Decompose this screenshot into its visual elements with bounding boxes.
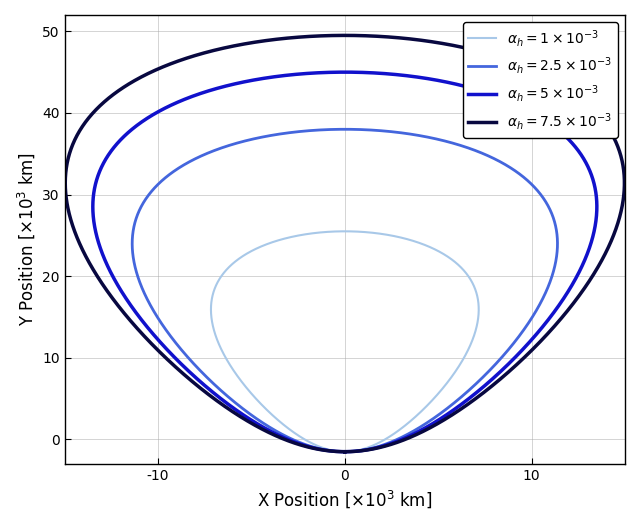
$\alpha_h = 7.5 \times 10^{-3}$ [341, 448, 349, 455]
$\alpha_h = 7.5 \times 10^{-3}$ [341, 448, 349, 455]
Line: $\alpha_h = 5 \times 10^{-3}$: $\alpha_h = 5 \times 10^{-3}$ [93, 72, 597, 452]
X-axis label: X Position [$\times 10^3$ km]: X Position [$\times 10^3$ km] [257, 488, 433, 510]
$\alpha_h = 7.5 \times 10^{-3}$ [310, 445, 317, 452]
$\alpha_h = 2.5 \times 10^{-3}$ [341, 126, 349, 132]
$\alpha_h = 5 \times 10^{-3}$ [341, 448, 349, 455]
$\alpha_h = 1 \times 10^{-3}$ [368, 443, 376, 449]
$\alpha_h = 2.5 \times 10^{-3}$ [161, 326, 169, 332]
$\alpha_h = 5 \times 10^{-3}$ [342, 69, 349, 75]
$\alpha_h = 1 \times 10^{-3}$ [326, 447, 333, 453]
$\alpha_h = 1 \times 10^{-3}$ [341, 448, 349, 455]
$\alpha_h = 7.5 \times 10^{-3}$ [104, 289, 112, 296]
Line: $\alpha_h = 7.5 \times 10^{-3}$: $\alpha_h = 7.5 \times 10^{-3}$ [65, 35, 625, 452]
$\alpha_h = 5 \times 10^{-3}$ [391, 439, 399, 445]
$\alpha_h = 5 \times 10^{-3}$ [369, 70, 376, 76]
Line: $\alpha_h = 2.5 \times 10^{-3}$: $\alpha_h = 2.5 \times 10^{-3}$ [132, 129, 557, 452]
$\alpha_h = 2.5 \times 10^{-3}$ [383, 440, 391, 447]
$\alpha_h = 7.5 \times 10^{-3}$ [372, 33, 380, 39]
$\alpha_h = 7.5 \times 10^{-3}$ [397, 438, 404, 444]
$\alpha_h = 2.5 \times 10^{-3}$ [341, 448, 349, 455]
$\alpha_h = 5 \times 10^{-3}$ [421, 75, 429, 81]
$\alpha_h = 5 \times 10^{-3}$ [341, 448, 349, 455]
$\alpha_h = 2.5 \times 10^{-3}$ [341, 448, 349, 455]
$\alpha_h = 5 \times 10^{-3}$ [312, 445, 320, 452]
$\alpha_h = 1 \times 10^{-3}$ [356, 228, 364, 235]
$\alpha_h = 7.5 \times 10^{-3}$ [342, 32, 349, 38]
$\alpha_h = 1 \times 10^{-3}$ [228, 364, 236, 371]
$\alpha_h = 2.5 \times 10^{-3}$ [408, 131, 416, 138]
$\alpha_h = 1 \times 10^{-3}$ [326, 447, 334, 453]
$\alpha_h = 1 \times 10^{-3}$ [383, 232, 391, 238]
Y-axis label: Y Position [$\times 10^3$ km]: Y Position [$\times 10^3$ km] [15, 153, 36, 327]
$\alpha_h = 7.5 \times 10^{-3}$ [430, 39, 438, 45]
Line: $\alpha_h = 1 \times 10^{-3}$: $\alpha_h = 1 \times 10^{-3}$ [211, 232, 479, 452]
$\alpha_h = 2.5 \times 10^{-3}$ [317, 446, 325, 452]
$\alpha_h = 1 \times 10^{-3}$ [341, 228, 349, 235]
Legend: $\alpha_h = 1 \times 10^{-3}$, $\alpha_h = 2.5 \times 10^{-3}$, $\alpha_h = 5 \t: $\alpha_h = 1 \times 10^{-3}$, $\alpha_h… [463, 22, 618, 138]
$\alpha_h = 5 \times 10^{-3}$ [313, 446, 321, 452]
$\alpha_h = 5 \times 10^{-3}$ [128, 303, 136, 310]
$\alpha_h = 7.5 \times 10^{-3}$ [310, 445, 317, 452]
$\alpha_h = 1 \times 10^{-3}$ [341, 448, 349, 455]
$\alpha_h = 2.5 \times 10^{-3}$ [365, 127, 372, 133]
$\alpha_h = 2.5 \times 10^{-3}$ [317, 446, 324, 452]
